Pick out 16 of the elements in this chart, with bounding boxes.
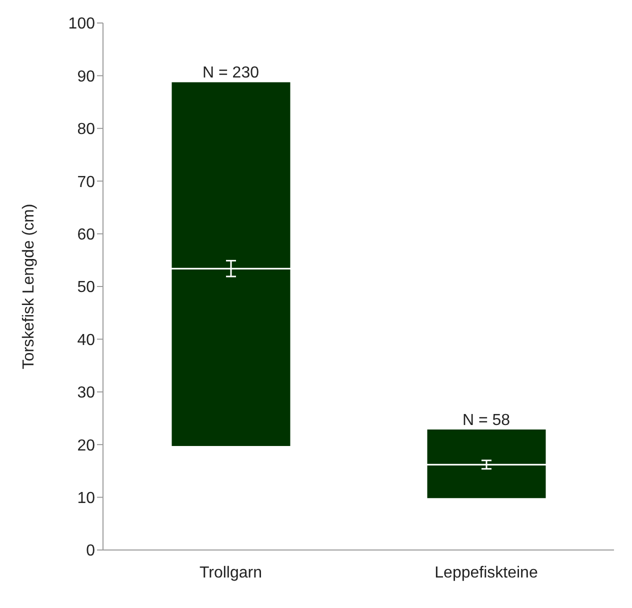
- y-tick-label: 20: [77, 437, 96, 454]
- y-tick-label: 50: [77, 279, 96, 296]
- y-tick-label: 10: [77, 490, 96, 507]
- y-tick-label: 60: [77, 226, 96, 244]
- y-tick-label: 100: [68, 16, 96, 33]
- y-tick-label: 30: [77, 384, 96, 402]
- y-axis-title: Torskefisk Lengde (cm): [20, 204, 38, 370]
- x-tick-label: Leppefiskteine: [434, 564, 538, 582]
- y-tick-label: 40: [77, 332, 96, 349]
- y-tick-label: 90: [77, 68, 96, 86]
- y-tick-label: 70: [77, 174, 96, 191]
- annotation: N = 58: [462, 412, 510, 429]
- annotation: N = 230: [202, 64, 260, 82]
- x-tick-label: Trollgarn: [199, 564, 262, 582]
- y-tick-label: 0: [86, 542, 96, 560]
- y-tick-label: 80: [77, 121, 96, 138]
